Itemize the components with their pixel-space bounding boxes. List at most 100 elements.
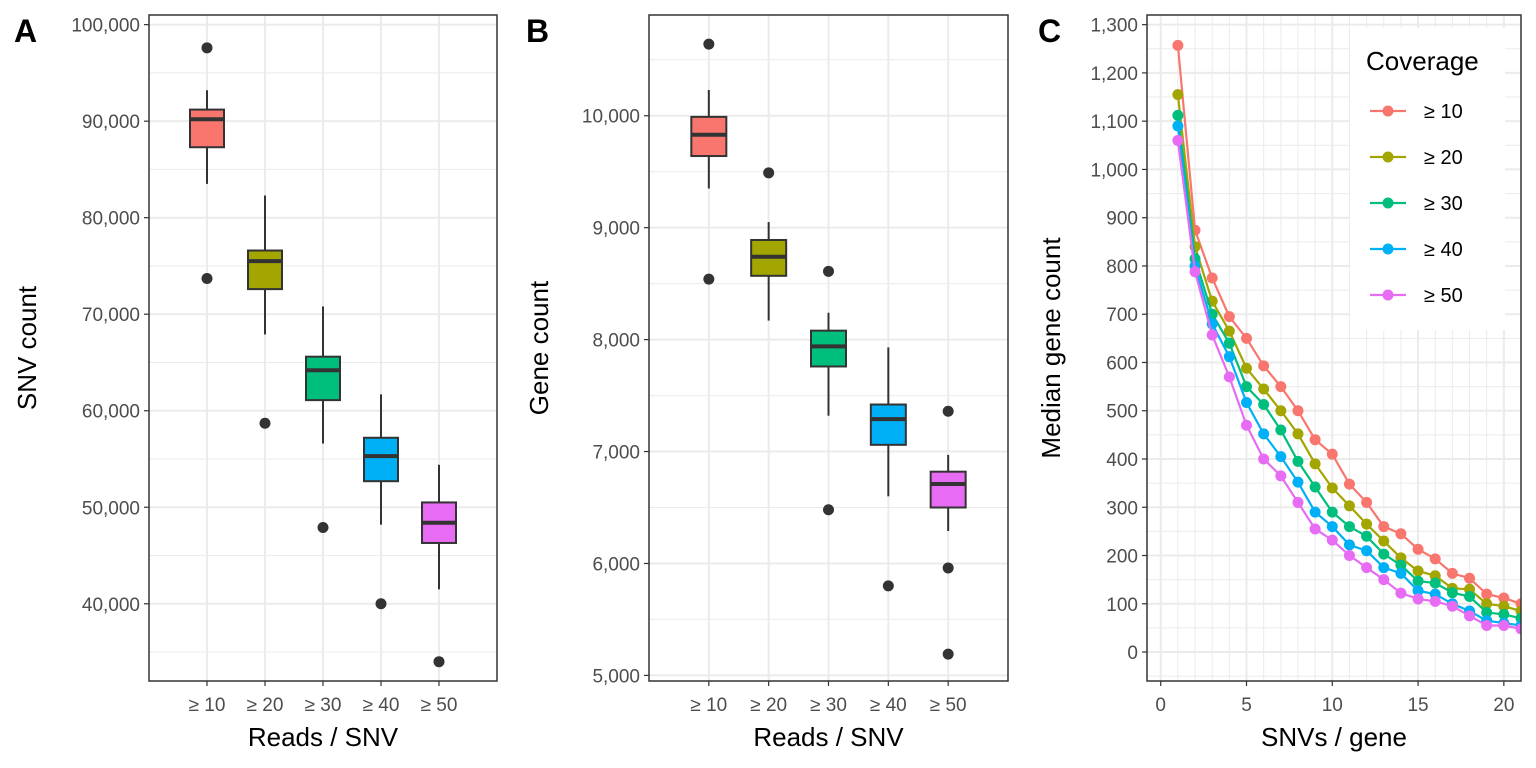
series-group	[1172, 39, 1521, 635]
series-point	[1326, 482, 1338, 494]
x-tick-label: 20	[1493, 695, 1514, 716]
panel-label-b: B	[526, 13, 549, 49]
x-tick-label: 5	[1241, 695, 1252, 716]
series-point	[1241, 332, 1253, 344]
x-axis-title: Reads / SNV	[753, 722, 904, 752]
x-tick-label: ≥ 50	[421, 695, 458, 716]
series-point	[1412, 585, 1424, 597]
series-point	[1361, 496, 1373, 508]
y-axis-title: Median gene count	[1036, 237, 1066, 459]
series-point	[1412, 593, 1424, 605]
y-tick-label: 5,000	[592, 666, 640, 687]
legend-label: ≥ 10	[1424, 101, 1463, 123]
outlier-point	[433, 656, 445, 668]
y-tick-label: 1,200	[1090, 64, 1138, 85]
outlier-point	[201, 42, 213, 54]
series-point	[1223, 311, 1235, 323]
series-point	[1378, 574, 1390, 586]
series-point	[1292, 428, 1304, 440]
x-tick-label: ≥ 30	[305, 695, 342, 716]
series-point	[1292, 496, 1304, 508]
x-tick-label: ≥ 20	[247, 695, 284, 716]
series-point	[1258, 383, 1270, 395]
outlier-point	[201, 273, 213, 285]
series-point	[1241, 397, 1253, 409]
box-3	[810, 265, 847, 516]
legend-title: Coverage	[1366, 46, 1479, 76]
outlier-point	[882, 580, 894, 592]
box-5	[929, 405, 967, 660]
outlier-point	[823, 504, 834, 516]
series-point	[1275, 405, 1287, 417]
series-point	[1172, 39, 1184, 51]
legend-key-point	[1382, 197, 1394, 209]
series-point	[1343, 521, 1355, 533]
series-point	[1378, 521, 1390, 533]
series-point	[1326, 448, 1338, 460]
series-point	[1395, 559, 1407, 571]
series-point	[1292, 455, 1304, 467]
series-point	[1343, 550, 1355, 562]
panel-b: B 5,000 6,000 7,000 8,000 9,000 10,000 ≥ 10 ≥ 20…	[524, 13, 1009, 752]
legend-key-point	[1382, 105, 1394, 117]
series-point	[1275, 424, 1287, 436]
series-point	[1189, 266, 1201, 278]
outlier-point	[942, 562, 954, 574]
y-tick-label: 60,000	[82, 402, 140, 423]
y-tick-label: 900	[1106, 209, 1138, 230]
x-tick-label: 10	[1322, 695, 1343, 716]
series-point	[1498, 620, 1510, 631]
series-point	[1498, 592, 1510, 604]
outlier-point	[823, 265, 834, 277]
series-point	[1172, 120, 1184, 132]
y-tick-label: 40,000	[82, 595, 140, 616]
y-tick-label: 7,000	[592, 443, 640, 464]
outlier-point	[942, 405, 954, 417]
series-point	[1446, 600, 1458, 612]
legend-key-point	[1382, 289, 1394, 301]
series-point	[1292, 405, 1304, 417]
series-point	[1515, 623, 1521, 635]
x-tick-label: 0	[1155, 695, 1166, 716]
y-tick-label: 100,000	[71, 16, 140, 37]
series-point	[1309, 523, 1321, 535]
y-tick-label: 8,000	[592, 331, 640, 352]
box-4	[869, 347, 907, 592]
series-point	[1343, 500, 1355, 512]
y-tick-label: 400	[1106, 450, 1138, 471]
box-iqr	[363, 436, 399, 483]
y-tick-label: 0	[1127, 643, 1138, 664]
legend-key-point	[1382, 151, 1394, 163]
legend-key-point	[1382, 243, 1394, 255]
series-point	[1206, 329, 1218, 341]
series-point	[1275, 381, 1287, 393]
legend-label: ≥ 40	[1424, 239, 1463, 261]
series-point	[1343, 539, 1355, 551]
outlier-point	[703, 38, 715, 50]
series-point	[1378, 548, 1390, 560]
series-point	[1481, 620, 1493, 631]
y-tick-label: 600	[1106, 353, 1138, 374]
box-2	[750, 167, 788, 321]
series-point	[1412, 565, 1424, 577]
x-tick-label: ≥ 10	[690, 695, 727, 716]
series-point	[1464, 610, 1476, 622]
box-2	[247, 195, 283, 429]
series-point	[1429, 577, 1441, 589]
series-point	[1498, 600, 1510, 612]
series-point	[1326, 534, 1338, 546]
x-tick-label: ≥ 50	[930, 695, 967, 716]
x-tick-label: ≥ 40	[363, 695, 400, 716]
series-point	[1172, 89, 1184, 101]
series-point	[1481, 588, 1493, 600]
box-1	[690, 38, 728, 285]
y-tick-label: 500	[1106, 402, 1138, 423]
series-point	[1172, 134, 1184, 146]
y-axis-title: Gene count	[524, 280, 554, 415]
y-tick-label: 300	[1106, 498, 1138, 519]
series-point	[1429, 595, 1441, 607]
series-point	[1481, 598, 1493, 610]
series-point	[1446, 567, 1458, 579]
y-tick-label: 1,300	[1090, 16, 1138, 37]
